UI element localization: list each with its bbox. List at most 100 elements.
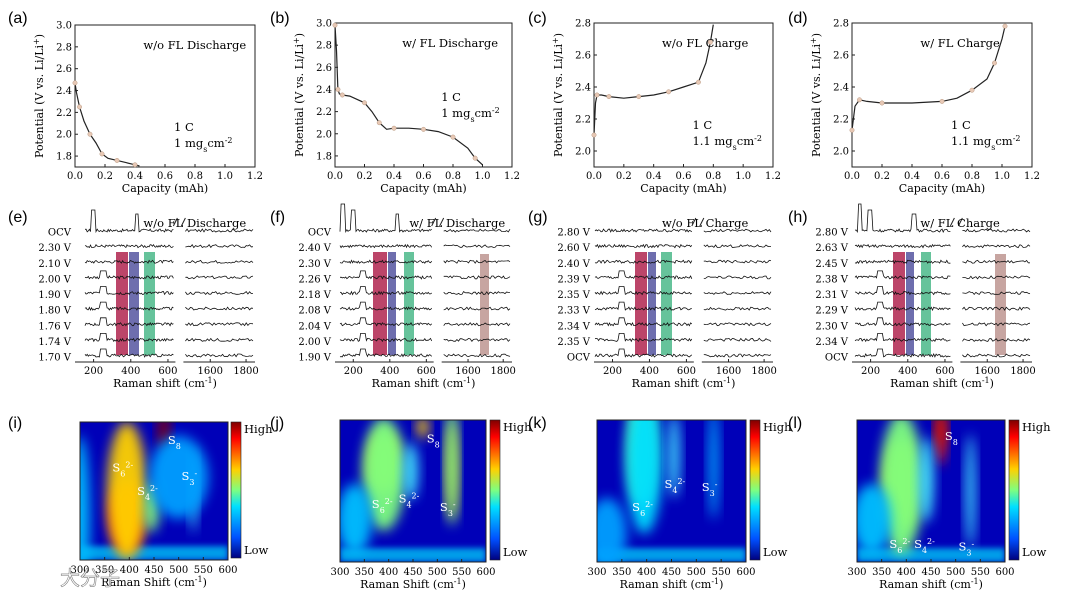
trace-label: OCV xyxy=(48,228,72,239)
raman-trace-low xyxy=(84,286,174,296)
x-tick-label: 450 xyxy=(144,565,163,576)
raman-trace-low xyxy=(84,333,174,343)
x-tick-label: 400 xyxy=(637,567,656,578)
raman-trace-high xyxy=(703,259,772,264)
y-tick-label: 2.0 xyxy=(833,147,849,158)
colorbar-high-label: High xyxy=(503,420,532,434)
x-tick-label: 550 xyxy=(194,565,213,576)
raman-trace-low xyxy=(854,333,951,343)
heatmap-field xyxy=(80,422,228,560)
data-point xyxy=(77,104,82,110)
raman-trace-high xyxy=(962,259,1031,264)
raman-trace-low xyxy=(84,209,174,234)
trace-label: 1.70 V xyxy=(38,353,71,364)
colorbar-low-label: Low xyxy=(763,545,788,559)
x-tick-label: 500 xyxy=(687,567,706,578)
y-axis-label: Potential (V vs. Li/Li+) xyxy=(32,34,47,158)
y-tick-label: 2.6 xyxy=(575,51,591,62)
y-tick-label: 2.6 xyxy=(56,64,72,75)
panel-label: (e) xyxy=(8,209,28,226)
raman-trace-high xyxy=(443,322,511,327)
panel-label: (l) xyxy=(788,415,802,432)
species-band-2 xyxy=(404,252,414,355)
x-tick-label: 0.2 xyxy=(357,171,373,182)
raman-trace-high xyxy=(703,353,772,358)
x-tick-label: 400 xyxy=(379,567,398,578)
colorbar-high-label: High xyxy=(763,420,792,434)
sulfur-loading-label: 1 mgscm-2 xyxy=(441,106,500,124)
data-point xyxy=(335,87,341,92)
heatmap-panel-i: (i) 300 350 400 450 500 550 600 Raman Shift (cm-… xyxy=(8,415,273,589)
x-tick-label: 0.4 xyxy=(646,171,662,182)
x-tick-label: 600 xyxy=(417,366,436,377)
heatmap-field xyxy=(597,420,746,562)
x-tick-label: 600 xyxy=(158,366,177,377)
heatmap-panel-l: (l) 300 350 400 450 500 550 600 Raman shift (cm-… xyxy=(788,415,1051,592)
x-axis-label: Raman shift (cm-1) xyxy=(879,577,983,592)
raman-trace-high xyxy=(443,291,511,295)
trace-label: 1.74 V xyxy=(38,337,71,348)
raman-trace-high xyxy=(703,275,772,280)
trace-label: 2.10 V xyxy=(38,259,71,270)
trace-label: 2.35 V xyxy=(557,290,590,301)
condition-title: w/o FL Charge xyxy=(662,36,748,50)
axis-break-gap xyxy=(433,220,442,369)
c-rate-label: 1 C xyxy=(951,118,971,132)
species-label: S42- xyxy=(399,491,420,509)
heatmap-panel-k: (k) 300 350 400 450 500 550 600 Raman shift (cm-… xyxy=(528,415,792,592)
highlight-band xyxy=(480,254,489,355)
x-tick-label: 200 xyxy=(603,366,622,377)
x-tick-label: 0.8 xyxy=(445,171,461,182)
data-point xyxy=(391,125,397,131)
x-tick-label: 450 xyxy=(403,567,422,578)
y-tick-label: 2.4 xyxy=(575,83,591,94)
x-tick-label: 600 xyxy=(476,567,495,578)
x-tick-label: 0.2 xyxy=(874,171,890,182)
trace-label: 2.30 V xyxy=(298,259,331,270)
trace-label: 1.76 V xyxy=(38,321,71,332)
x-tick-label: 600 xyxy=(935,366,954,377)
raman-trace-low xyxy=(339,286,432,296)
raman-trace-high xyxy=(962,353,1031,358)
y-tick-label: 2.4 xyxy=(316,85,332,96)
species-band-2 xyxy=(921,252,931,355)
heatmap-intensity-blob-1 xyxy=(626,420,663,534)
heatmap-intensity-blob-6 xyxy=(149,435,209,519)
raman-trace-high xyxy=(962,275,1031,280)
colorbar-low-label: Low xyxy=(1022,545,1047,559)
raman-trace-high xyxy=(185,259,254,264)
y-tick-label: 1.8 xyxy=(56,152,72,163)
data-point xyxy=(332,22,338,28)
raman-trace-high xyxy=(962,228,1031,233)
raman-trace-high xyxy=(962,337,1031,342)
colorbar xyxy=(489,419,501,561)
raman-trace-high xyxy=(185,243,254,249)
voltage-panel-d: (d) 0.0 0.2 0.4 0.6 0.8 1.0 1.2 2.0 2.2 2.4 2.6 2.8 C… xyxy=(788,10,1040,195)
x-axis-label: Raman shift (cm-1) xyxy=(620,577,724,592)
data-point xyxy=(606,94,612,100)
y-tick-label: 3.0 xyxy=(316,19,332,30)
data-point xyxy=(376,120,382,126)
raman-trace-high xyxy=(703,228,772,233)
data-point xyxy=(666,89,672,95)
species-label: S3- xyxy=(440,499,456,517)
x-tick-label: 1600 xyxy=(975,366,1000,377)
condition-title: w/ FL Charge xyxy=(920,216,1000,230)
raman-trace-high xyxy=(185,353,254,358)
trace-label: 2.30 V xyxy=(38,243,71,254)
heatmap-intensity-blob-3 xyxy=(708,420,719,520)
species-label: S8 xyxy=(427,432,440,450)
y-axis-label: Potential (V vs. Li/Li+) xyxy=(292,33,307,157)
raman-trace-low xyxy=(854,286,951,296)
raman-trace-low xyxy=(594,270,693,280)
data-point xyxy=(591,132,597,138)
y-tick-label: 2.4 xyxy=(833,83,849,94)
trace-label: 2.34 V xyxy=(815,337,848,348)
raman-trace-high xyxy=(443,244,511,249)
x-axis-label: Raman shift (cm-1) xyxy=(890,376,994,391)
data-point xyxy=(969,87,975,93)
x-tick-label: 0.0 xyxy=(327,171,343,182)
trace-label: 2.18 V xyxy=(298,290,331,301)
x-tick-label: 1.0 xyxy=(217,171,233,182)
trace-label: 2.45 V xyxy=(815,259,848,270)
